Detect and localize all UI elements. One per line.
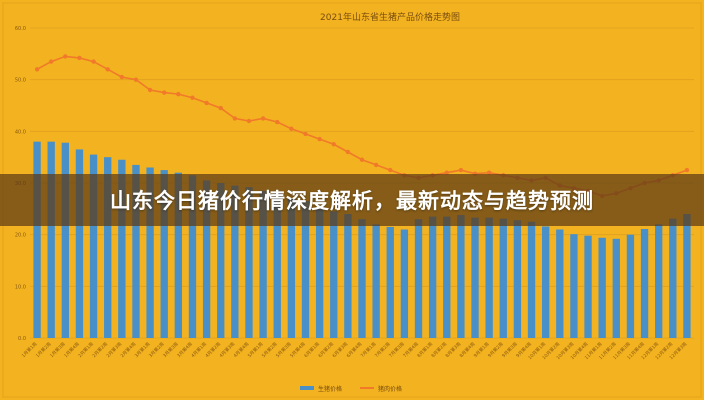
bar (61, 142, 69, 338)
legend-label-bar: 生猪价格 (318, 385, 342, 393)
bar (75, 149, 84, 338)
line-point (147, 87, 153, 93)
bar (443, 216, 451, 338)
line-point (345, 149, 351, 155)
bar (344, 214, 352, 338)
headline-text: 山东今日猪价行情深度解析，最新动态与趋势预测 (110, 189, 594, 213)
line-point (119, 74, 125, 80)
y-tick-label: 0.0 (18, 336, 26, 342)
bar (485, 217, 493, 338)
line-point (63, 54, 68, 59)
bar (231, 185, 239, 338)
line-point (232, 116, 238, 121)
bar (414, 219, 423, 338)
bar (386, 226, 394, 338)
bar (669, 218, 677, 338)
line-point (48, 59, 54, 64)
bar (330, 211, 338, 338)
bar (245, 187, 253, 338)
line-point (91, 59, 96, 64)
legend-swatch-bar (300, 386, 314, 390)
bar (598, 237, 606, 338)
bar (132, 164, 140, 338)
bar (104, 157, 112, 338)
bar (33, 141, 41, 338)
bar (174, 172, 183, 338)
line-point (77, 55, 82, 61)
line-point (359, 157, 365, 162)
line-point (458, 167, 464, 173)
line-point (260, 116, 266, 121)
bar (428, 216, 437, 338)
bar (47, 141, 55, 338)
line-point (162, 90, 167, 95)
chart-title: 2021年山东省生猪产品价格走势图 (320, 11, 460, 23)
line-point (133, 77, 139, 82)
bar (400, 229, 409, 338)
line-point (303, 131, 308, 137)
bar-series (33, 141, 691, 338)
y-tick-label: 10.0 (15, 284, 26, 290)
line-point (444, 170, 449, 175)
bar (626, 234, 635, 338)
line-point (34, 67, 40, 72)
bar (541, 226, 550, 338)
bar (89, 154, 98, 338)
bar (287, 198, 296, 338)
bar (471, 217, 479, 338)
y-tick-label: 60.0 (15, 26, 26, 32)
line-point (317, 136, 322, 142)
bar (315, 208, 324, 338)
line-point (176, 91, 181, 97)
line-point (331, 142, 336, 147)
y-tick-label: 40.0 (15, 129, 26, 135)
bar (527, 221, 536, 338)
bar (683, 214, 691, 338)
bar (499, 218, 507, 338)
line-point (105, 67, 110, 72)
bar (358, 219, 366, 338)
headline-banner: 山东今日猪价行情深度解析，最新动态与趋势预测 (0, 174, 704, 226)
line-point (388, 167, 393, 173)
bar (259, 190, 267, 338)
bar (202, 180, 211, 338)
bar (301, 201, 310, 338)
bar (457, 215, 465, 338)
line-point (373, 162, 379, 168)
bar (146, 167, 154, 338)
line-point (218, 105, 223, 111)
bar (160, 170, 168, 338)
bar (640, 228, 649, 338)
bar (217, 183, 225, 338)
bar (513, 220, 522, 338)
bar (556, 229, 564, 338)
bar (612, 238, 620, 338)
bar (188, 175, 197, 338)
legend: 生猪价格 猪肉价格 (300, 385, 402, 393)
bar (118, 159, 126, 338)
line-point (204, 100, 209, 106)
y-tick-label: 50.0 (15, 78, 26, 84)
bar (584, 235, 592, 338)
line-point (486, 170, 492, 175)
line-point (684, 167, 690, 173)
y-tick-label: 20.0 (15, 233, 26, 239)
bar (273, 193, 281, 338)
line-point (246, 118, 252, 124)
line-point (190, 95, 195, 100)
line-point (289, 126, 294, 131)
line-point (275, 119, 280, 125)
bar (655, 224, 663, 338)
legend-label-line: 猪肉价格 (378, 385, 402, 393)
bar (372, 224, 380, 338)
bar (570, 234, 578, 338)
